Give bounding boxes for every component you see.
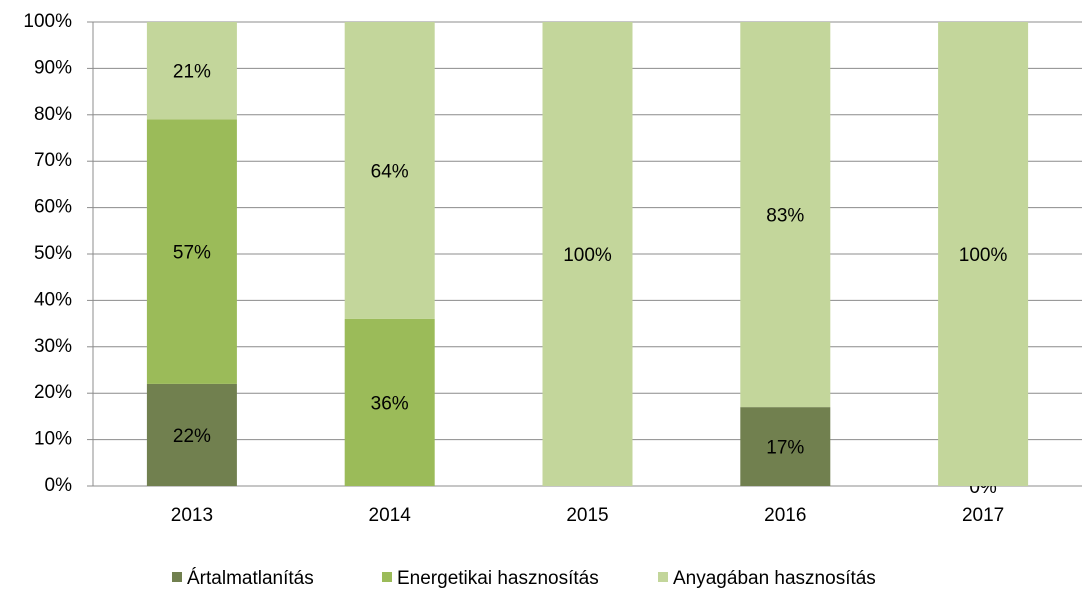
bar-segment <box>542 22 633 486</box>
y-tick-label: 30% <box>34 336 72 357</box>
legend-label: Ártalmatlanítás <box>187 568 314 589</box>
legend-label: Anyagában hasznosítás <box>673 568 876 589</box>
data-label: 36% <box>371 393 409 414</box>
data-label: 57% <box>173 243 211 264</box>
y-tick-label: 20% <box>34 382 72 403</box>
bar-segment <box>938 22 1029 486</box>
y-tick-label: 40% <box>34 289 72 310</box>
data-label: 100% <box>959 245 1008 266</box>
y-tick-label: 50% <box>34 243 72 264</box>
y-tick-label: 70% <box>34 150 72 171</box>
data-label: 21% <box>173 62 211 83</box>
bar-segment <box>740 407 831 486</box>
legend-swatch <box>382 572 392 582</box>
data-label: 83% <box>766 206 804 227</box>
x-tick-label: 2015 <box>566 505 608 526</box>
bar-segment <box>344 22 435 319</box>
x-tick-label: 2013 <box>171 505 213 526</box>
y-tick-label: 90% <box>34 57 72 78</box>
bar-segment <box>146 22 237 120</box>
bar-segment <box>740 22 831 408</box>
y-tick-label: 60% <box>34 197 72 218</box>
data-label: 100% <box>563 245 612 266</box>
legend-swatch <box>658 572 668 582</box>
bar-segment <box>344 318 435 486</box>
bar-segment <box>146 119 237 384</box>
y-tick-label: 10% <box>34 429 72 450</box>
data-label: 22% <box>173 426 211 447</box>
legend-swatch <box>172 572 182 582</box>
y-tick-label: 100% <box>23 11 72 32</box>
y-tick-label: 80% <box>34 104 72 125</box>
legend-label: Energetikai hasznosítás <box>397 568 599 589</box>
data-label: 17% <box>766 438 804 459</box>
x-tick-label: 2014 <box>369 505 412 526</box>
y-tick-label: 0% <box>45 475 73 496</box>
bar-segment <box>146 383 237 486</box>
data-label: 64% <box>371 161 409 182</box>
x-tick-label: 2017 <box>962 505 1004 526</box>
x-tick-label: 2016 <box>764 505 806 526</box>
